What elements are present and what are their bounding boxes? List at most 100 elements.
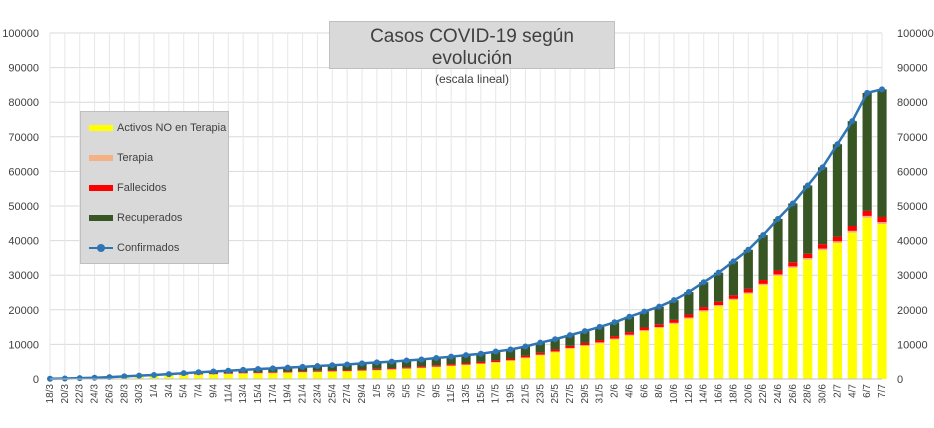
x-tick-label: 2/6 — [610, 384, 621, 398]
legend-item-fallecidos: Fallecidos — [89, 182, 167, 198]
confirmados-point — [789, 200, 796, 207]
bar-segment-fallecidos — [535, 352, 545, 355]
bar-segment-terapia — [505, 360, 516, 362]
confirmados-point — [671, 297, 677, 304]
x-tick-label: 9/4 — [208, 384, 219, 398]
y-tick-label-left: 80000 — [8, 97, 39, 109]
bar-segment-activos — [491, 362, 501, 379]
bar-segment-recuperados — [684, 292, 694, 315]
legend-item-activos: Activos NO en Terapia — [89, 122, 226, 138]
confirmados-point — [552, 336, 559, 343]
confirmados-point — [656, 303, 663, 310]
bar-segment-terapia — [520, 357, 531, 359]
bar-segment-fallecidos — [877, 216, 887, 223]
bar-segment-fallecidos — [476, 361, 486, 364]
x-tick-label: 11/4 — [223, 384, 234, 403]
y-tick-label-left: 70000 — [8, 132, 39, 144]
bar-segment-terapia — [223, 373, 233, 375]
bar-segment-terapia — [238, 373, 248, 374]
bar-segment-fallecidos — [773, 270, 783, 275]
bar-segment-terapia — [268, 372, 278, 374]
bar-segment-activos — [446, 366, 456, 379]
x-tick-label: 9/5 — [431, 384, 442, 398]
bar-segment-activos — [580, 346, 590, 379]
x-tick-label: 20/3 — [60, 384, 71, 404]
confirmados-point — [819, 164, 826, 171]
confirmados-point — [804, 182, 811, 189]
confirmados-point — [879, 86, 885, 93]
confirmados-point — [195, 369, 202, 376]
bar-segment-activos — [803, 259, 813, 379]
bar-segment-fallecidos — [312, 370, 323, 372]
x-tick-label: 22/3 — [75, 384, 86, 404]
x-axis: 18/3 20/3 22/3 24/3 26/3 28/3 30/3 1/4 3/4 5/4 7/4… — [45, 378, 888, 404]
bar-segment-fallecidos — [788, 262, 798, 267]
confirmados-point — [418, 356, 425, 363]
x-tick-label: 30/6 — [818, 384, 829, 404]
x-tick-label: 10/6 — [669, 384, 680, 404]
bar-segment-fallecidos — [609, 336, 620, 339]
confirmados-point — [596, 323, 603, 330]
x-tick-label: 3/4 — [164, 384, 175, 398]
bar-segment-activos — [283, 372, 293, 379]
bar-segment-recuperados — [743, 249, 753, 289]
y-tick-label-left: 90000 — [8, 63, 39, 75]
bar-segment-terapia — [476, 363, 486, 365]
bar-segment-fallecidos — [862, 210, 872, 216]
confirmados-point — [537, 339, 544, 346]
bar-segment-terapia — [446, 365, 456, 367]
bar-segment-activos — [758, 285, 768, 379]
y-tick-label-left: 60000 — [8, 166, 39, 178]
x-tick-label: 28/6 — [803, 384, 814, 404]
confirmados-point — [373, 359, 380, 366]
bar-segment-terapia — [431, 366, 441, 368]
confirmados-point — [255, 366, 261, 373]
bar-segment-activos — [669, 323, 679, 379]
x-tick-label: 18/3 — [45, 384, 56, 404]
bar-segment-terapia — [788, 266, 798, 268]
bar-segment-recuperados — [832, 144, 843, 237]
bar-segment-terapia — [832, 241, 843, 244]
x-tick-label: 8/6 — [654, 384, 665, 398]
bar-segment-terapia — [342, 370, 352, 372]
confirmados-point — [567, 332, 573, 339]
bar-segment-terapia — [580, 345, 590, 347]
y-axis-right: 0 10000 20000 30000 40000 50000 60000 70000 8000… — [897, 28, 934, 386]
bar-segment-activos — [565, 348, 575, 379]
bar-segment-fallecidos — [580, 342, 590, 346]
bar-segment-recuperados — [491, 351, 501, 361]
y-axis-left: 0 10000 20000 30000 40000 50000 60000 70000 8000… — [2, 28, 39, 386]
x-tick-label: 4/7 — [847, 384, 858, 398]
bar-segment-fallecidos — [639, 327, 649, 331]
bar-segment-recuperados — [773, 218, 783, 271]
confirmados-point — [492, 348, 499, 355]
bar-segment-recuperados — [550, 339, 560, 350]
x-tick-label: 5/5 — [402, 384, 413, 398]
x-tick-label: 1/5 — [372, 384, 383, 398]
bar-segment-terapia — [713, 305, 724, 307]
bar-segment-activos — [862, 217, 872, 379]
bar-segment-fallecidos — [803, 253, 813, 259]
bar-segment-activos — [609, 339, 620, 379]
bar-segment-fallecidos — [684, 314, 694, 318]
bar-segment-fallecidos — [401, 367, 412, 369]
x-tick-label: 17/4 — [268, 384, 279, 404]
bar-segment-activos — [743, 293, 753, 379]
bar-segment-fallecidos — [268, 371, 278, 373]
bar-segment-fallecidos — [505, 358, 516, 361]
bar-segment-activos — [847, 232, 857, 379]
x-tick-label: 7/7 — [877, 384, 888, 398]
bar-segment-activos — [624, 335, 635, 379]
x-tick-label: 29/4 — [357, 384, 368, 404]
bar-segment-activos — [179, 375, 189, 379]
bar-segment-recuperados — [758, 235, 768, 281]
bar-segment-activos — [357, 371, 367, 379]
bar-segment-fallecidos — [713, 301, 724, 306]
bar-segment-terapia — [372, 369, 382, 371]
legend-item-confirmados: Confirmados — [89, 242, 179, 258]
x-tick-label: 26/3 — [104, 384, 115, 404]
bar-segment-fallecidos — [565, 345, 575, 348]
x-tick-label: 19/5 — [506, 384, 517, 404]
y-tick-label-left: 30000 — [8, 270, 39, 282]
x-tick-label: 13/5 — [461, 384, 472, 404]
